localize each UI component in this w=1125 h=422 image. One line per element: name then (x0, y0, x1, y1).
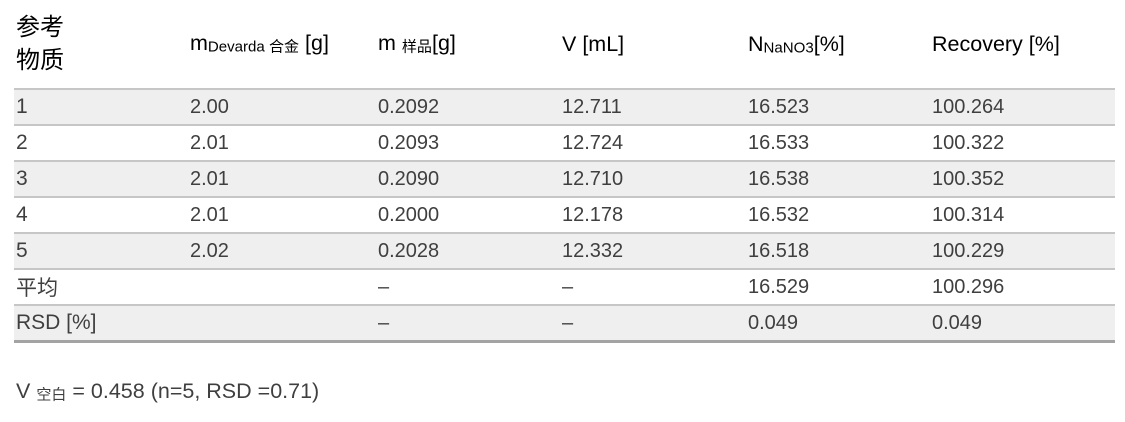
table-cell: 0.049 (748, 311, 799, 334)
table-cell: – (562, 275, 574, 298)
table-cell: 100.352 (932, 167, 1005, 190)
table-cell: 100.296 (932, 275, 1005, 298)
table-row: 3 2.01 0.2090 12.710 16.538 100.352 (14, 161, 1115, 197)
table-cell: 2.02 (190, 239, 229, 262)
table-cell: 0.2090 (378, 167, 440, 190)
text-segment: N (748, 31, 764, 56)
text-segment: m (190, 31, 208, 56)
subscript-text: Devarda 合金 (207, 38, 300, 56)
col-header-volume: V [mL] (560, 0, 746, 89)
table-header: 参考 物质 mDevarda 合金 [g] m 样品[g] V [mL] NNaNO3[%… (14, 0, 1115, 89)
text-segment: = 0.458 (n=5, RSD =0.71) (66, 379, 320, 403)
header-row: 参考 物质 mDevarda 合金 [g] m 样品[g] V [mL] NNaNO3[%… (14, 0, 1115, 89)
text-segment: [%] (813, 31, 845, 56)
col-header-m-sample: m 样品[g] (376, 0, 560, 89)
table-cell: 0.2093 (378, 131, 440, 154)
text-segment: V [mL] (562, 31, 625, 56)
row-label-cell: RSD [%] (16, 311, 97, 334)
text-segment: Recovery [%] (932, 31, 1060, 56)
col-header-recovery: Recovery [%] (930, 0, 1115, 89)
table-row: 平均 – – 16.529 100.296 (14, 269, 1115, 305)
table-cell: 16.533 (748, 131, 810, 154)
table-row: 5 2.02 0.2028 12.332 16.518 100.229 (14, 233, 1115, 269)
row-label-cell: 平均 (16, 277, 58, 300)
table-cell: 2.00 (190, 95, 229, 118)
text-segment: 参考 (16, 14, 64, 41)
blank-volume-note: V 空白 = 0.458 (n=5, RSD =0.71) (16, 379, 1125, 405)
row-label-cell: 5 (16, 239, 28, 262)
table-cell: 0.2000 (378, 203, 440, 226)
table-cell: 16.523 (748, 95, 810, 118)
table-cell: 16.532 (748, 203, 810, 226)
table-cell (188, 269, 376, 305)
text-segment: V (16, 379, 37, 403)
text-segment: 物质 (16, 47, 64, 74)
table-row: 4 2.01 0.2000 12.178 16.532 100.314 (14, 197, 1115, 233)
col-header-n-nano3: NNaNO3[%] (746, 0, 930, 89)
table-cell (188, 305, 376, 342)
table-cell: 12.724 (562, 131, 624, 154)
table-cell: 12.711 (562, 95, 622, 118)
table-row: RSD [%] – – 0.049 0.049 (14, 305, 1115, 342)
table-cell: 16.538 (748, 167, 810, 190)
table-cell: – (562, 311, 574, 334)
row-label-cell: 2 (16, 131, 28, 154)
table-cell: 100.322 (932, 131, 1005, 154)
col-header-m-devarda-alloy: mDevarda 合金 [g] (188, 0, 376, 89)
document-page: 参考 物质 mDevarda 合金 [g] m 样品[g] V [mL] NNaNO3[%… (14, 0, 1125, 405)
subscript-text: 样品 (401, 38, 432, 56)
table-cell: 12.178 (562, 203, 624, 226)
table-row: 2 2.01 0.2093 12.724 16.533 100.322 (14, 125, 1115, 161)
table-cell: 0.049 (932, 311, 983, 334)
table-cell: 2.01 (190, 203, 229, 226)
table-cell: 16.518 (748, 239, 810, 262)
table-cell: 2.01 (190, 131, 229, 154)
table-cell: 2.01 (190, 167, 229, 190)
table-cell: 16.529 (748, 275, 810, 298)
text-segment: m (378, 31, 402, 56)
table-cell: – (378, 275, 390, 298)
row-label-cell: 4 (16, 203, 28, 226)
subscript-text: NaNO3 (763, 39, 814, 56)
table-body: 1 2.00 0.2092 12.711 16.523 100.264 2 2.01 0.209… (14, 89, 1115, 342)
table-row: 1 2.00 0.2092 12.711 16.523 100.264 (14, 89, 1115, 125)
table-cell: 100.229 (932, 239, 1005, 262)
row-label-cell: 1 (16, 95, 28, 118)
table-cell: 100.314 (932, 203, 1005, 226)
table-cell: 0.2028 (378, 239, 440, 262)
table-cell: 12.710 (562, 167, 624, 190)
text-segment: [g] (299, 31, 329, 56)
table-cell: – (378, 311, 390, 334)
col-header-reference-substance: 参考 物质 (14, 0, 188, 89)
row-label-cell: 3 (16, 167, 28, 190)
text-segment: [g] (431, 31, 456, 56)
table-cell: 12.332 (562, 239, 624, 262)
table-cell: 0.2092 (378, 95, 440, 118)
table-cell: 100.264 (932, 95, 1005, 118)
subscript-text: 空白 (36, 386, 67, 404)
results-table: 参考 物质 mDevarda 合金 [g] m 样品[g] V [mL] NNaNO3[%… (14, 0, 1115, 343)
